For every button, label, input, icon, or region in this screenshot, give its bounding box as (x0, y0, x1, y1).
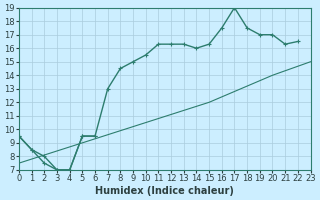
X-axis label: Humidex (Indice chaleur): Humidex (Indice chaleur) (95, 186, 234, 196)
